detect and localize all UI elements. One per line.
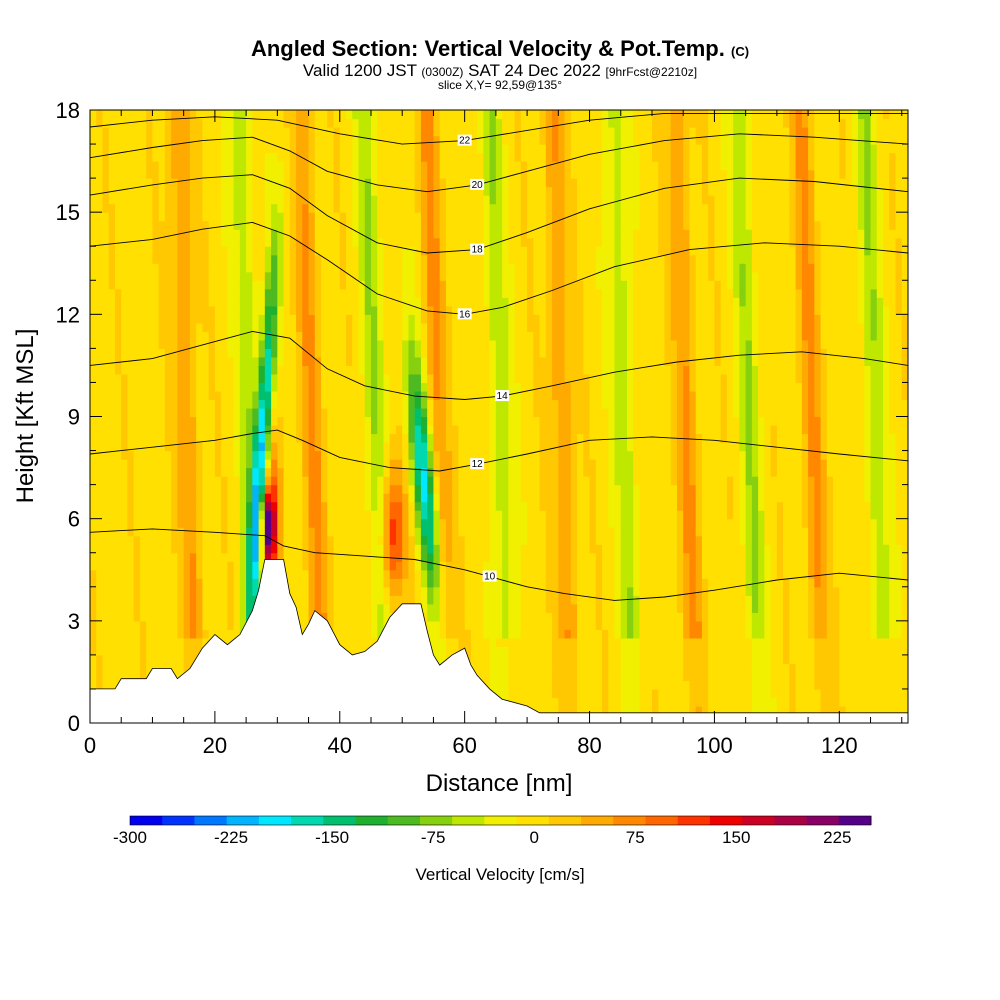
forecast-info: [9hrFcst@2210z] [605, 65, 698, 79]
contour-label-bg [495, 390, 510, 402]
theta-contour-16 [90, 221, 908, 315]
contour-label-bg [457, 308, 472, 320]
theta-contour-18 [90, 174, 908, 254]
colorbar-swatch [355, 816, 389, 825]
x-tick-label: 20 [203, 733, 227, 758]
colorbar-swatch [516, 816, 550, 825]
colorbar-tick-label: 225 [823, 828, 851, 847]
colorbar-frame [129, 815, 872, 826]
colorbar-tick-label: -300 [113, 828, 147, 847]
theta-contour-22 [90, 112, 908, 145]
vertical-velocity-field [90, 110, 908, 723]
theta-contours: 10 12 14 16 18 20 22 [90, 112, 908, 601]
colorbar-tick-label: -225 [214, 828, 248, 847]
colorbar-swatch [323, 816, 357, 825]
title-main: Angled Section: Vertical Velocity & Pot.… [250, 36, 725, 61]
colorbar: -300 -225 -150 -75 0 75 150 225 [113, 815, 872, 847]
y-tick-label: 12 [56, 302, 80, 327]
theta-contour-14 [90, 330, 908, 400]
contour-label-bg [470, 243, 485, 255]
x-axis-label: Distance [nm] [426, 770, 573, 797]
x-tick-label: 120 [821, 733, 858, 758]
valid-local: Valid 1200 JST [302, 61, 417, 80]
colorbar-label: Vertical Velocity [cm/s] [415, 865, 584, 884]
contour-label: 14 [497, 391, 509, 402]
contour-label-bg [457, 134, 472, 146]
colorbar-swatch [162, 816, 195, 825]
colorbar-swatch [484, 816, 518, 825]
colorbar-swatch [419, 816, 453, 825]
colorbar-tick-label: -150 [315, 828, 349, 847]
slice-info: slice X,Y= 92,59@135° [437, 78, 563, 92]
contour-label-bg [470, 178, 485, 190]
x-tick-label: 40 [328, 733, 352, 758]
valid-date: SAT 24 Dec 2022 [468, 61, 601, 80]
colorbar-tick-label: -75 [421, 828, 446, 847]
x-axis: 0 20 40 60 80 100 120 [84, 110, 903, 758]
valid-utc: (0300Z) [421, 65, 464, 79]
colorbar-tick-label: 150 [722, 828, 750, 847]
x-tick-label: 100 [696, 733, 733, 758]
colorbar-swatch [806, 816, 840, 825]
colorbar-swatch [194, 816, 228, 825]
colorbar-swatch [387, 816, 421, 825]
y-axis-label: Height [Kft MSL] [12, 329, 39, 504]
contour-label: 10 [484, 572, 496, 583]
contour-label-bg [482, 570, 497, 582]
colorbar-swatch [548, 816, 582, 825]
colorbar-swatch [258, 816, 292, 825]
y-tick-label: 18 [56, 98, 80, 123]
contour-label: 20 [472, 180, 484, 191]
y-tick-label: 9 [68, 405, 80, 430]
contour-label: 18 [472, 245, 484, 256]
colorbar-swatch [709, 816, 743, 825]
colorbar-tick-label: 0 [529, 828, 538, 847]
contour-label-bg [470, 458, 485, 470]
x-tick-label: 80 [577, 733, 601, 758]
contour-label: 22 [459, 136, 471, 147]
theta-contour-10 [90, 528, 908, 601]
colorbar-swatch [774, 816, 808, 825]
chart-title: Angled Section: Vertical Velocity & Pot.… [0, 36, 1000, 62]
y-axis: 0 3 6 9 12 15 18 [56, 98, 908, 736]
contour-label: 16 [459, 309, 471, 320]
colorbar-swatch [130, 816, 163, 825]
y-tick-label: 6 [68, 507, 80, 532]
y-tick-label: 3 [68, 609, 80, 634]
chart-valid-time: Valid 1200 JST (0300Z) SAT 24 Dec 2022 [… [0, 61, 1000, 81]
y-tick-label: 0 [68, 711, 80, 736]
colorbar-swatch [291, 816, 324, 825]
x-tick-label: 0 [84, 733, 96, 758]
colorbar-swatch [452, 816, 485, 825]
colorbar-swatch [645, 816, 679, 825]
terrain [89, 559, 909, 724]
colorbar-swatch [226, 816, 260, 825]
theta-contour-20 [90, 133, 908, 193]
colorbar-swatch [677, 816, 711, 825]
title-copyright: (C) [731, 44, 750, 59]
colorbar-swatch [613, 816, 646, 825]
contour-label: 12 [472, 459, 484, 470]
x-tick-label: 60 [452, 733, 476, 758]
colorbar-swatch [742, 816, 775, 825]
colorbar-swatch [838, 816, 872, 825]
colorbar-tick-label: 75 [626, 828, 645, 847]
theta-contour-12 [90, 429, 908, 472]
colorbar-swatch [581, 816, 614, 825]
y-tick-label: 15 [56, 200, 80, 225]
terrain-shape [89, 559, 909, 724]
